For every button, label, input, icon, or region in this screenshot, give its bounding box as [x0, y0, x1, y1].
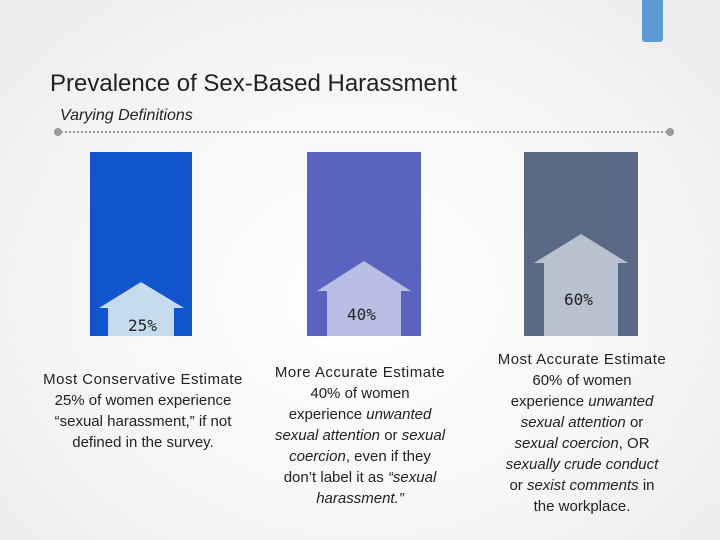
- heading-conservative: Most Conservative Estimate: [43, 371, 243, 388]
- desc-line: sexual coercion, OR: [488, 433, 676, 454]
- desc-line: defined in the survey.: [72, 434, 214, 451]
- corner-accent-tab: [642, 0, 663, 42]
- desc-line: don’t label it as “sexual: [256, 467, 464, 488]
- desc-line: coercion, even if they: [256, 446, 464, 467]
- desc-text: or: [629, 414, 644, 431]
- desc-emphasis: sexist comments: [526, 477, 639, 494]
- description-more-accurate: More Accurate Estimate 40% of women expe…: [256, 362, 464, 509]
- desc-emphasis: sexual: [401, 427, 446, 444]
- description-conservative: Most Conservative Estimate 25% of women …: [36, 369, 250, 453]
- desc-line: sexual attention or: [488, 412, 676, 433]
- desc-emphasis: unwanted: [588, 393, 654, 410]
- desc-line: experience unwanted: [488, 391, 676, 412]
- desc-text: experience: [288, 406, 363, 423]
- desc-text: don’t label it as: [283, 469, 384, 486]
- bar-conservative: [90, 152, 192, 336]
- desc-emphasis: harassment.”: [316, 490, 404, 507]
- percent-label-conservative: 25%: [128, 316, 157, 335]
- bar-most-accurate: [524, 152, 638, 336]
- percent-label-most-accurate: 60%: [564, 290, 593, 309]
- desc-emphasis: “sexual: [387, 469, 437, 486]
- desc-line: harassment.”: [256, 488, 464, 509]
- bar-more-accurate: [307, 152, 421, 336]
- desc-line: the workplace.: [533, 498, 631, 515]
- heading-most-accurate: Most Accurate Estimate: [497, 351, 667, 368]
- percent-label-more-accurate: 40%: [347, 305, 376, 324]
- heading-more-accurate: More Accurate Estimate: [274, 364, 446, 381]
- desc-text: in: [642, 477, 655, 494]
- slide-title: Prevalence of Sex-Based Harassment: [50, 70, 457, 97]
- desc-emphasis: coercion: [289, 448, 346, 465]
- desc-emphasis: sexual attention: [274, 427, 381, 444]
- desc-emphasis: sexual coercion: [514, 435, 619, 452]
- desc-line: experience unwanted: [256, 404, 464, 425]
- desc-text: experience: [510, 393, 585, 410]
- desc-text: , OR: [618, 435, 650, 452]
- dotted-divider: [54, 128, 674, 136]
- desc-text: , even if they: [345, 448, 431, 465]
- slide-subtitle: Varying Definitions: [60, 107, 193, 124]
- desc-line: sexually crude conduct: [488, 454, 676, 475]
- desc-text: or: [384, 427, 398, 444]
- desc-emphasis: sexually crude conduct: [505, 456, 659, 473]
- desc-line: or sexist comments in: [488, 475, 676, 496]
- desc-line: “sexual harassment,” if not: [54, 413, 232, 430]
- desc-line: 40% of women: [310, 385, 410, 402]
- desc-emphasis: unwanted: [366, 406, 432, 423]
- description-most-accurate: Most Accurate Estimate 60% of women expe…: [488, 349, 676, 517]
- desc-line: 60% of women: [532, 372, 632, 389]
- desc-emphasis: sexual attention: [520, 414, 626, 431]
- desc-line: 25% of women experience: [54, 392, 232, 409]
- desc-line: sexual attention or sexual: [256, 425, 464, 446]
- desc-text: or: [509, 477, 523, 494]
